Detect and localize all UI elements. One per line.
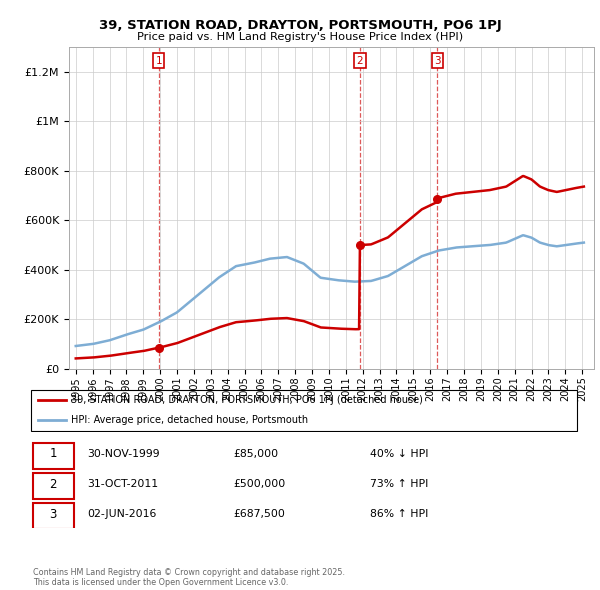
Text: 3: 3 [50,508,57,521]
Text: 2: 2 [50,478,57,491]
Text: 73% ↑ HPI: 73% ↑ HPI [370,479,429,489]
Text: 39, STATION ROAD, DRAYTON, PORTSMOUTH, PO6 1PJ: 39, STATION ROAD, DRAYTON, PORTSMOUTH, P… [98,19,502,32]
Text: 1: 1 [50,447,57,460]
Text: 40% ↓ HPI: 40% ↓ HPI [370,449,429,459]
Text: 3: 3 [434,55,440,65]
Text: HPI: Average price, detached house, Portsmouth: HPI: Average price, detached house, Port… [71,415,308,425]
Text: 31-OCT-2011: 31-OCT-2011 [88,479,159,489]
Text: Price paid vs. HM Land Registry's House Price Index (HPI): Price paid vs. HM Land Registry's House … [137,32,463,42]
Text: 39, STATION ROAD, DRAYTON, PORTSMOUTH, PO6 1PJ (detached house): 39, STATION ROAD, DRAYTON, PORTSMOUTH, P… [71,395,423,405]
Text: 30-NOV-1999: 30-NOV-1999 [88,449,160,459]
Text: 2: 2 [356,55,363,65]
Text: 02-JUN-2016: 02-JUN-2016 [88,509,157,519]
Text: £85,000: £85,000 [233,449,278,459]
Text: Contains HM Land Registry data © Crown copyright and database right 2025.
This d: Contains HM Land Registry data © Crown c… [33,568,345,587]
Text: £687,500: £687,500 [233,509,285,519]
Text: 1: 1 [155,55,162,65]
Text: 86% ↑ HPI: 86% ↑ HPI [370,509,429,519]
Text: £500,000: £500,000 [233,479,286,489]
